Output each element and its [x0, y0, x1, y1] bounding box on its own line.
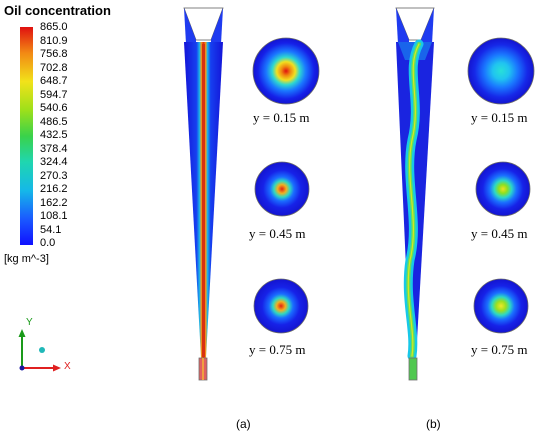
legend-units: [kg m^-3]: [4, 253, 49, 265]
panel-label-a: (a): [236, 417, 251, 431]
section-b-label-1: y = 0.15 m: [471, 110, 528, 125]
section-a-label-1: y = 0.15 m: [253, 110, 310, 125]
section-a-label-3: y = 0.75 m: [249, 342, 306, 357]
section-b-label-3: y = 0.75 m: [471, 342, 528, 357]
colorbar-tick-label: 865.0: [40, 21, 68, 33]
colorbar-tick-label: 648.7: [40, 75, 68, 87]
colorbar-tick-label: 378.4: [40, 142, 68, 155]
colorbar-tick-label: 432.5: [40, 129, 68, 141]
section-a-label-2: y = 0.45 m: [249, 226, 306, 241]
y-axis-label: Y: [26, 317, 33, 328]
section-b-label-2: y = 0.45 m: [471, 226, 528, 241]
panel-label-b: (b): [426, 417, 441, 431]
colorbar-tick-label: 270.3: [40, 169, 68, 182]
colorbar-tick-label: 108.1: [40, 210, 68, 222]
colorbar-tick-label: 702.8: [40, 61, 68, 74]
section-b-045: [475, 161, 531, 217]
colorbar-tick-label: 54.1: [40, 223, 62, 236]
axis-triad: [18, 329, 61, 372]
colorbar-tick-label: 0.0: [40, 237, 56, 249]
x-axis-label: X: [64, 361, 71, 372]
colorbar-tick-label: 324.4: [40, 156, 68, 168]
colorbar-tick-label: 594.7: [40, 88, 68, 101]
colorbar-tick-label: 810.9: [40, 34, 68, 47]
colorbar-tick-label: 540.6: [40, 102, 68, 114]
colorbar-tick-label: 216.2: [40, 183, 68, 195]
cyclone-b: [395, 7, 435, 381]
section-a-015: [252, 37, 320, 105]
section-a-045: [254, 161, 310, 217]
section-b-075: [473, 278, 529, 334]
section-a-075: [253, 278, 309, 334]
colorbar: [20, 27, 33, 245]
section-b-015: [467, 37, 535, 105]
colorbar-tick-label: 162.2: [40, 196, 68, 209]
colorbar-tick-label: 756.8: [40, 48, 68, 60]
cyclone-a: [183, 7, 224, 381]
colorbar-tick-label: 486.5: [40, 115, 68, 128]
legend-title: Oil concentration: [4, 3, 111, 18]
